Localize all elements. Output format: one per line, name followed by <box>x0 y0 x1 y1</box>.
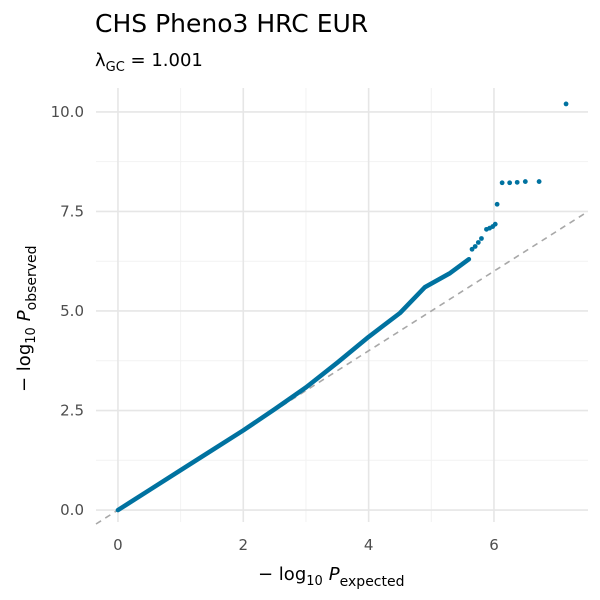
data-point <box>479 236 484 241</box>
identity-line <box>95 210 589 525</box>
x-axis-title: − log10 Pexpected <box>258 564 405 590</box>
data-point <box>469 246 475 252</box>
y-tick-label: 5.0 <box>60 302 84 320</box>
lambda-symbol: λ <box>95 50 106 71</box>
y-axis-title-base: 10 <box>24 327 39 344</box>
data-point <box>492 221 498 227</box>
x-tick-label: 2 <box>239 536 249 554</box>
lambda-equals: = <box>125 50 152 71</box>
y-tick-label: 2.5 <box>60 402 84 420</box>
y-axis-title-subscript: observed <box>24 245 40 310</box>
chart-subtitle: λGC = 1.001 <box>95 50 203 75</box>
data-point <box>563 101 569 107</box>
data-point <box>514 179 520 185</box>
x-axis-title-variable: P <box>329 564 340 585</box>
data-point <box>494 201 500 207</box>
data-point <box>472 244 478 249</box>
y-tick-label: 10.0 <box>51 103 84 121</box>
y-axis-title: − log10 Pobserved <box>14 245 40 392</box>
observed-curve <box>115 256 472 513</box>
grid-lines <box>96 88 588 522</box>
x-axis-title-prefix: − log <box>258 564 306 585</box>
chart-title: CHS Pheno3 HRC EUR <box>95 9 368 38</box>
observed-points <box>469 101 569 252</box>
observed-curve-band <box>115 256 472 513</box>
y-tick-label: 0.0 <box>60 501 84 519</box>
data-point <box>499 180 505 186</box>
y-axis-title-variable: P <box>14 310 35 321</box>
x-tick-label: 0 <box>113 536 123 554</box>
y-tick-label: 7.5 <box>60 202 84 220</box>
data-point <box>507 180 513 186</box>
reference-line <box>95 210 589 525</box>
x-tick-label: 4 <box>364 536 374 554</box>
data-point <box>522 179 528 184</box>
y-axis-title-prefix: − log <box>14 344 35 392</box>
x-axis-title-base: 10 <box>306 574 323 589</box>
x-tick-label: 6 <box>489 536 499 554</box>
axis-ticks: 0 2 4 6 0.0 2.5 5.0 7.5 10.0 <box>51 103 499 554</box>
lambda-value: 1.001 <box>151 50 203 71</box>
lambda-subscript: GC <box>106 60 125 75</box>
data-point <box>536 179 542 184</box>
x-axis-title-subscript: expected <box>340 574 405 590</box>
data-point <box>475 240 481 245</box>
